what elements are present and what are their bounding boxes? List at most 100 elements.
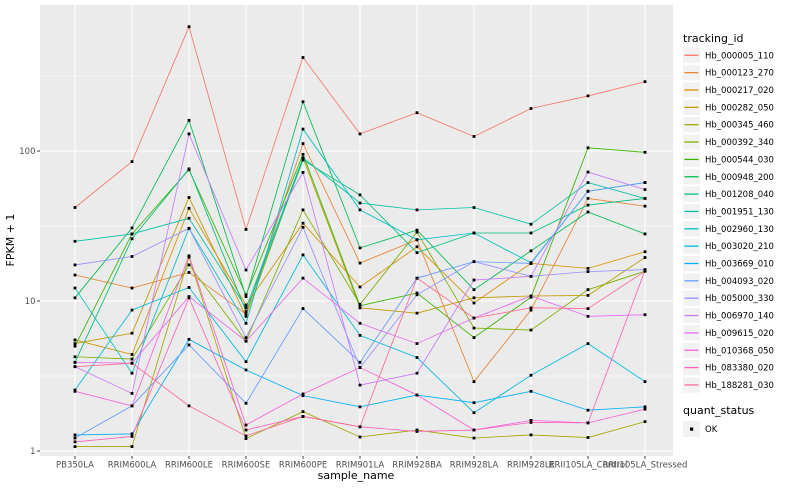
data-point-marker bbox=[529, 107, 533, 110]
data-point-marker bbox=[586, 436, 590, 439]
data-point-marker bbox=[73, 389, 77, 393]
x-tick-label: RRII105LA_Stressed bbox=[603, 461, 688, 471]
data-point-marker bbox=[472, 135, 476, 138]
data-point-marker bbox=[586, 170, 590, 174]
x-tick-label: RRIM928LE bbox=[507, 461, 555, 471]
legend-title-quant-status: quant_status bbox=[683, 404, 755, 417]
data-point-marker bbox=[472, 206, 476, 209]
data-point-marker bbox=[472, 401, 476, 405]
data-point-marker bbox=[586, 314, 590, 318]
data-point-marker bbox=[187, 286, 191, 289]
data-point-marker bbox=[130, 226, 134, 230]
x-tick-label: RRIM928BA bbox=[392, 461, 442, 471]
x-tick-label: PB350LA bbox=[56, 461, 94, 471]
legend-entry-label: Hb_083380_020 bbox=[705, 364, 774, 374]
data-point-marker bbox=[472, 336, 476, 340]
data-point-marker bbox=[244, 423, 248, 427]
data-point-marker bbox=[73, 296, 77, 300]
data-point-marker bbox=[187, 132, 191, 136]
data-point-marker bbox=[130, 357, 134, 361]
data-point-marker bbox=[415, 311, 419, 315]
legend-entry-label: Hb_000544_030 bbox=[705, 155, 774, 165]
data-point-marker bbox=[244, 401, 248, 405]
legend: tracking_id Hb_000005_110Hb_000123_270Hb… bbox=[683, 32, 774, 437]
data-point-markers bbox=[73, 25, 647, 448]
data-point-marker bbox=[472, 316, 476, 320]
data-point-marker bbox=[358, 261, 362, 265]
data-point-marker bbox=[301, 152, 305, 156]
data-point-marker bbox=[301, 394, 305, 398]
data-point-marker bbox=[529, 418, 533, 422]
data-point-marker bbox=[244, 368, 248, 372]
data-point-marker bbox=[472, 428, 476, 432]
data-point-marker bbox=[73, 355, 77, 359]
legend-entry-label: Hb_000392_340 bbox=[705, 138, 774, 148]
data-point-marker bbox=[529, 222, 533, 226]
data-point-marker bbox=[586, 210, 590, 214]
data-point-marker bbox=[301, 225, 305, 229]
data-point-marker bbox=[415, 356, 419, 359]
data-point-marker bbox=[529, 328, 533, 332]
data-point-marker bbox=[358, 360, 362, 364]
data-point-marker bbox=[301, 208, 305, 212]
data-point-marker bbox=[643, 313, 647, 317]
data-point-marker bbox=[130, 286, 134, 290]
data-point-marker bbox=[73, 440, 77, 444]
data-point-marker bbox=[73, 360, 77, 364]
legend-entry-label: Hb_001951_130 bbox=[705, 207, 774, 217]
legend-title-tracking-id: tracking_id bbox=[683, 32, 744, 45]
legend-entry-label: Hb_003020_210 bbox=[705, 242, 774, 252]
data-point-marker bbox=[187, 226, 191, 230]
data-point-marker bbox=[187, 296, 191, 300]
legend-entry-label: Hb_009615_020 bbox=[705, 329, 774, 339]
data-point-marker bbox=[415, 293, 419, 297]
data-point-marker bbox=[130, 308, 134, 312]
data-point-marker bbox=[73, 445, 77, 448]
data-point-marker bbox=[415, 428, 419, 432]
data-point-marker bbox=[472, 231, 476, 235]
data-point-marker bbox=[643, 232, 647, 236]
data-point-marker bbox=[529, 274, 533, 278]
data-point-marker bbox=[643, 405, 647, 409]
data-point-marker bbox=[358, 285, 362, 289]
data-point-marker bbox=[472, 260, 476, 264]
data-point-marker bbox=[643, 197, 647, 200]
data-point-marker bbox=[73, 273, 77, 277]
data-point-marker bbox=[586, 181, 590, 184]
data-point-marker bbox=[358, 193, 362, 197]
data-point-marker bbox=[73, 342, 77, 345]
data-point-marker bbox=[529, 373, 533, 377]
data-point-marker bbox=[358, 366, 362, 369]
data-point-marker bbox=[586, 293, 590, 297]
data-point-marker bbox=[472, 380, 476, 384]
legend-entries: Hb_000005_110 Hb_000123_270 Hb_000217_020 H… bbox=[683, 47, 774, 393]
legend-entry-label: Hb_000948_200 bbox=[705, 173, 774, 183]
data-point-marker bbox=[244, 428, 248, 432]
data-point-marker bbox=[73, 344, 77, 348]
data-point-marker bbox=[130, 255, 134, 258]
data-point-marker bbox=[472, 288, 476, 292]
data-point-marker bbox=[529, 433, 533, 437]
data-point-marker bbox=[358, 383, 362, 387]
legend-entry-label: Hb_188281_030 bbox=[705, 381, 774, 391]
data-point-marker bbox=[187, 118, 191, 122]
y-tick-label: 100 bbox=[19, 147, 35, 157]
data-point-marker bbox=[358, 306, 362, 310]
data-point-marker bbox=[415, 230, 419, 234]
data-point-marker bbox=[187, 271, 191, 274]
y-tick-label: 1 bbox=[30, 447, 35, 457]
legend-entry-label: Hb_004093_020 bbox=[705, 277, 774, 287]
data-point-marker bbox=[586, 189, 590, 193]
data-point-marker bbox=[358, 132, 362, 136]
data-point-marker bbox=[472, 326, 476, 330]
data-point-marker bbox=[586, 266, 590, 270]
data-point-marker bbox=[244, 434, 248, 438]
data-point-marker bbox=[529, 262, 533, 265]
data-point-marker bbox=[301, 392, 305, 396]
data-point-marker bbox=[415, 342, 419, 345]
data-point-marker bbox=[301, 100, 305, 104]
data-point-marker bbox=[130, 435, 134, 438]
data-point-marker bbox=[415, 393, 419, 397]
